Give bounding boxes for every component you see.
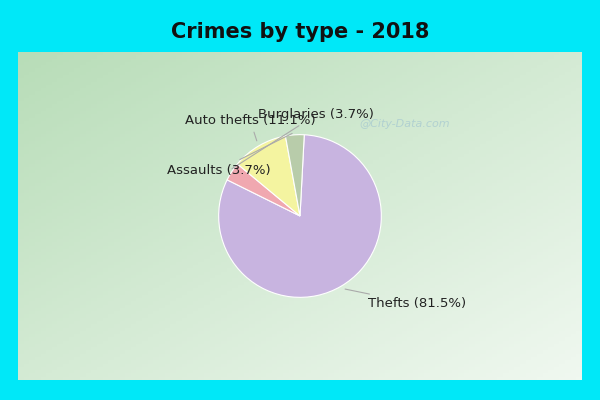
Wedge shape — [218, 135, 382, 297]
Text: Assaults (3.7%): Assaults (3.7%) — [167, 134, 292, 176]
Wedge shape — [286, 135, 304, 216]
Text: Thefts (81.5%): Thefts (81.5%) — [345, 289, 466, 310]
Text: Burglaries (3.7%): Burglaries (3.7%) — [232, 108, 374, 169]
Wedge shape — [238, 136, 300, 216]
Wedge shape — [227, 164, 300, 216]
Text: @City-Data.com: @City-Data.com — [359, 119, 450, 129]
Text: Auto thefts (11.1%): Auto thefts (11.1%) — [185, 114, 316, 141]
Text: Crimes by type - 2018: Crimes by type - 2018 — [171, 22, 429, 42]
